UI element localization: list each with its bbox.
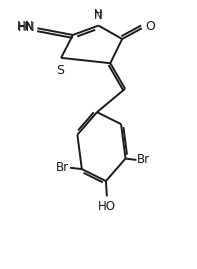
Text: Br: Br	[137, 153, 151, 167]
Text: S: S	[56, 64, 64, 77]
Text: O: O	[145, 20, 155, 33]
Text: HO: HO	[98, 200, 116, 213]
Text: H: H	[94, 9, 103, 19]
Text: Br: Br	[56, 161, 69, 174]
Text: HN: HN	[17, 20, 34, 33]
Text: HN: HN	[18, 21, 35, 34]
Text: N: N	[94, 9, 103, 22]
